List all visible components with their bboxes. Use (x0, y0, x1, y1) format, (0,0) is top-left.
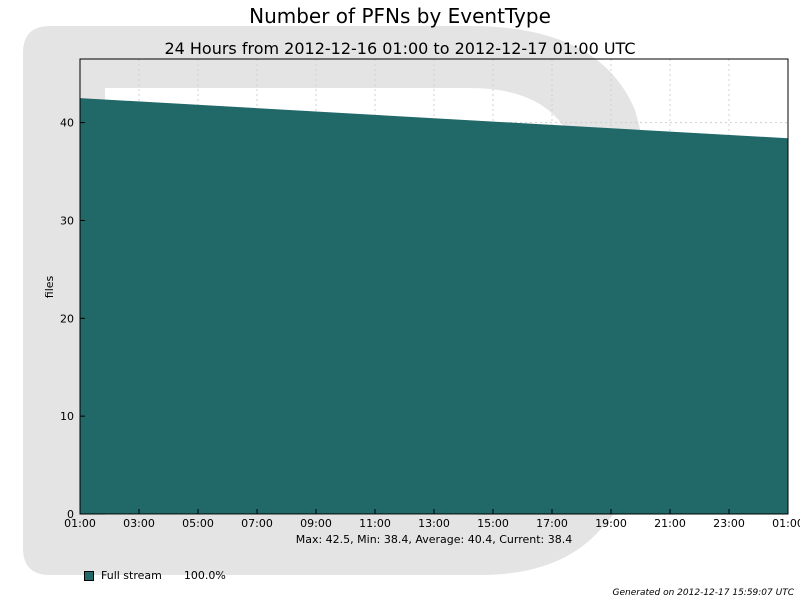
stats-summary: Max: 42.5, Min: 38.4, Average: 40.4, Cur… (295, 533, 573, 546)
x-tick-label: 23:00 (713, 517, 745, 530)
y-tick-label: 0 (67, 508, 74, 521)
x-tick-label: 07:00 (241, 517, 273, 530)
y-tick-label: 20 (60, 312, 74, 325)
x-tick-label: 05:00 (182, 517, 214, 530)
x-tick-label: 03:00 (123, 517, 155, 530)
x-axis-ticks: 01:00 03:00 05:00 07:00 09:00 11:00 13:00 15:00… (64, 509, 800, 530)
y-tick-label: 40 (60, 117, 74, 130)
x-tick-label: 13:00 (418, 517, 450, 530)
x-tick-label: 01:00 (772, 517, 800, 530)
watermark-logo (23, 26, 660, 575)
y-tick-label: 30 (60, 214, 74, 227)
x-tick-label: 01:00 (64, 517, 96, 530)
x-tick-label: 15:00 (477, 517, 509, 530)
legend-label: Full stream (101, 569, 162, 582)
x-tick-label: 09:00 (300, 517, 332, 530)
y-tick-label: 10 (60, 410, 74, 423)
x-tick-label: 19:00 (595, 517, 627, 530)
generated-timestamp: Generated on 2012-12-17 15:59:07 UTC (612, 588, 795, 598)
chart-title: Number of PFNs by EventType (249, 4, 551, 28)
y-axis-ticks: 0 10 20 30 40 (60, 117, 85, 521)
series-area-full-stream (80, 98, 788, 515)
x-tick-label: 11:00 (359, 517, 391, 530)
x-tick-label: 17:00 (536, 517, 568, 530)
x-tick-label: 21:00 (654, 517, 686, 530)
legend-percent: 100.0% (183, 569, 226, 582)
legend: Full stream 100.0% (84, 569, 226, 582)
area-layer (80, 98, 788, 515)
chart-subtitle: 24 Hours from 2012-12-16 01:00 to 2012-1… (164, 39, 636, 58)
y-axis-label: files (43, 275, 56, 298)
legend-swatch (84, 570, 94, 581)
